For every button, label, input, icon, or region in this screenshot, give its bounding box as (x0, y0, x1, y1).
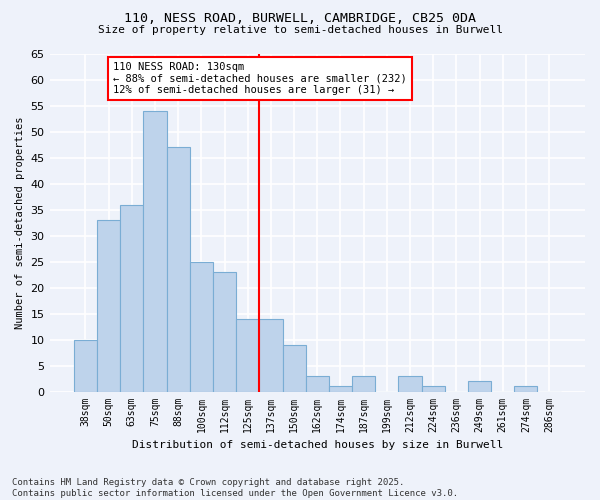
Text: Size of property relative to semi-detached houses in Burwell: Size of property relative to semi-detach… (97, 25, 503, 35)
Bar (468, 381, 491, 392)
Bar (329, 386, 352, 392)
Bar (514, 386, 538, 392)
Text: 110, NESS ROAD, BURWELL, CAMBRIDGE, CB25 0DA: 110, NESS ROAD, BURWELL, CAMBRIDGE, CB25… (124, 12, 476, 26)
Bar (422, 386, 445, 392)
Bar (283, 345, 305, 392)
Text: Contains HM Land Registry data © Crown copyright and database right 2025.
Contai: Contains HM Land Registry data © Crown c… (12, 478, 458, 498)
Bar (213, 272, 236, 392)
Bar (236, 319, 259, 392)
Bar (305, 376, 329, 392)
Bar (74, 340, 97, 392)
Bar (143, 111, 167, 392)
Text: 110 NESS ROAD: 130sqm
← 88% of semi-detached houses are smaller (232)
12% of sem: 110 NESS ROAD: 130sqm ← 88% of semi-deta… (113, 62, 407, 95)
Bar (352, 376, 375, 392)
Bar (259, 319, 283, 392)
Bar (398, 376, 422, 392)
Bar (190, 262, 213, 392)
Bar (97, 220, 120, 392)
X-axis label: Distribution of semi-detached houses by size in Burwell: Distribution of semi-detached houses by … (131, 440, 503, 450)
Y-axis label: Number of semi-detached properties: Number of semi-detached properties (15, 116, 25, 329)
Bar (120, 204, 143, 392)
Bar (167, 148, 190, 392)
